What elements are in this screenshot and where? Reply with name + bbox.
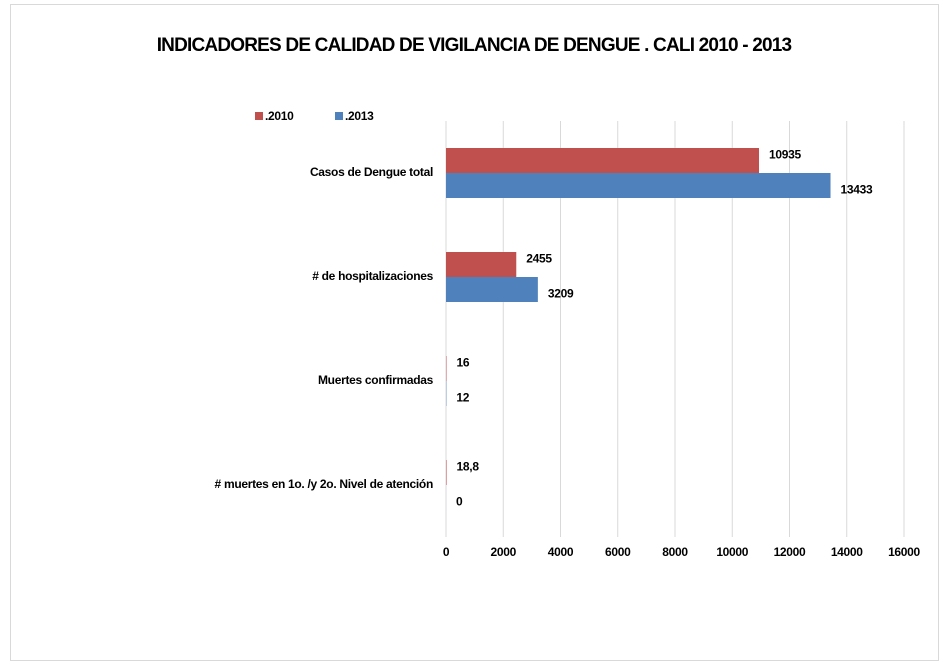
bar [446,252,517,277]
bar [446,173,831,198]
bar [446,148,760,173]
x-tick-label: 8000 [662,545,688,559]
data-label: 2455 [526,252,552,266]
x-tick-label: 6000 [605,545,631,559]
legend-swatch [255,112,263,120]
legend-label: .2013 [345,109,374,123]
y-tick-label: # muertes en 1o. /y 2o. Nivel de atenció… [215,477,433,491]
bar [446,277,538,302]
data-label: 0 [456,495,463,509]
chart-frame [10,4,939,661]
x-tick-label: 0 [443,545,450,559]
data-label: 16 [456,356,469,370]
legend-swatch [335,112,343,120]
y-tick-label: Muertes confirmadas [318,373,434,387]
data-label: 12 [456,391,469,405]
data-label: 3209 [548,287,574,301]
data-label: 13433 [841,183,873,197]
y-tick-label: Casos de Dengue total [310,165,433,179]
data-label: 18,8 [457,460,480,474]
legend-label: .2010 [265,109,294,123]
x-tick-label: 12000 [774,545,806,559]
x-tick-label: 2000 [491,545,517,559]
chart-title: INDICADORES DE CALIDAD DE VIGILANCIA DE … [157,35,792,56]
x-tick-label: 14000 [831,545,863,559]
data-label: 10935 [769,148,801,162]
bar [446,460,447,485]
x-tick-label: 10000 [716,545,748,559]
y-tick-label: # de hospitalizaciones [312,269,433,283]
x-tick-label: 4000 [548,545,574,559]
x-tick-label: 16000 [888,545,920,559]
